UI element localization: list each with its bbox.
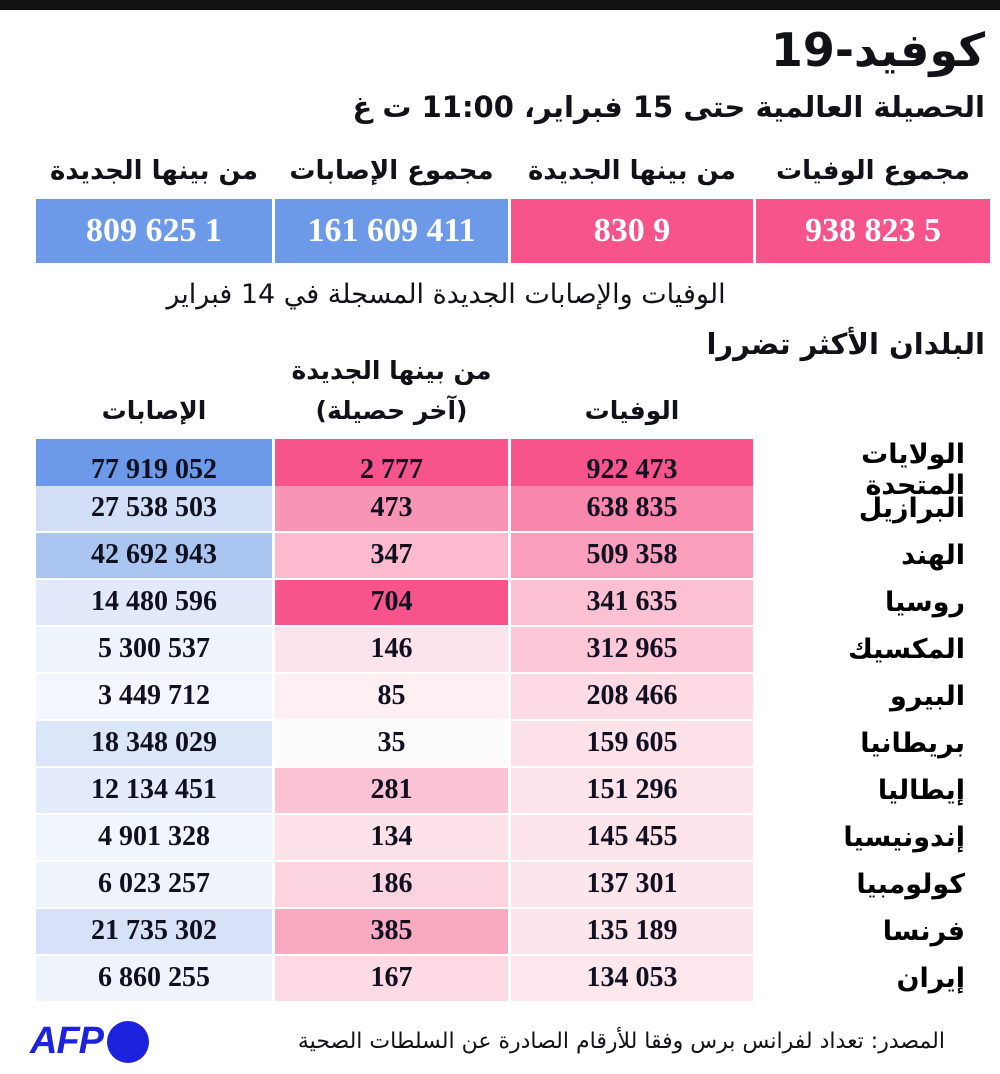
column-header-infections: الإصابات — [101, 395, 207, 425]
deaths-cell: 135 189 — [511, 908, 753, 954]
deaths-cell: 134 053 — [511, 955, 753, 1001]
new-cases-cell: 704 — [275, 579, 508, 625]
deaths-cell: 341 635 — [511, 579, 753, 625]
table-row: إيران 134 053 167 6 860 255 — [36, 955, 985, 1001]
afp-logo-text: AFP — [30, 1020, 104, 1063]
summary-value-row: 5 823 938 9 830 411 609 161 1 625 809 — [36, 198, 990, 263]
table-row: إيطاليا 151 296 281 12 134 451 — [36, 767, 985, 813]
infections-cell: 6 023 257 — [36, 861, 272, 907]
countries-table: الولايات المتحدة 922 473 2 777 77 919 05… — [36, 438, 985, 1001]
summary-total-deaths-value: 5 823 938 — [756, 198, 990, 263]
infections-cell: 3 449 712 — [36, 673, 272, 719]
infections-cell: 12 134 451 — [36, 767, 272, 813]
new-cases-cell: 134 — [275, 814, 508, 860]
infections-cell: 21 735 302 — [36, 908, 272, 954]
summary-new-deaths-value: 9 830 — [511, 198, 753, 263]
country-name: الهند — [901, 539, 965, 571]
afp-circle-icon — [107, 1020, 149, 1063]
infections-cell: 27 538 503 — [36, 485, 272, 531]
infections-cell: 18 348 029 — [36, 720, 272, 766]
column-header-new-cases: من بينها الجديدة (آخر حصيلة) — [275, 351, 508, 431]
section-title-most-affected: البلدان الأكثر تضررا — [706, 326, 985, 361]
summary-footnote: الوفيات والإصابات الجديدة المسجلة في 14 … — [166, 278, 726, 310]
summary-new-cases-value: 1 625 809 — [36, 198, 272, 263]
deaths-cell: 208 466 — [511, 673, 753, 719]
infections-cell: 5 300 537 — [36, 626, 272, 672]
new-cases-cell: 473 — [275, 485, 508, 531]
infections-cell: 42 692 943 — [36, 532, 272, 578]
page-subtitle: الحصيلة العالمية حتى 15 فبراير، 11:00 ت … — [352, 89, 985, 124]
table-row: إندونيسيا 145 455 134 4 901 328 — [36, 814, 985, 860]
footer: المصدر: تعداد لفرانس برس وفقا للأرقام ال… — [0, 1017, 1000, 1067]
table-row: البيرو 208 466 85 3 449 712 — [36, 673, 985, 719]
country-name: كولومبيا — [856, 868, 965, 900]
column-header-new-cases-line2: (آخر حصيلة) — [315, 395, 468, 425]
new-cases-cell: 281 — [275, 767, 508, 813]
deaths-cell: 159 605 — [511, 720, 753, 766]
deaths-cell: 509 358 — [511, 532, 753, 578]
new-cases-cell: 186 — [275, 861, 508, 907]
deaths-cell: 312 965 — [511, 626, 753, 672]
table-row: فرنسا 135 189 385 21 735 302 — [36, 908, 985, 954]
infections-cell: 6 860 255 — [36, 955, 272, 1001]
summary-header-new-cases: من بينها الجديدة — [49, 155, 259, 186]
summary-total-cases-value: 411 609 161 — [275, 198, 508, 263]
country-name: فرنسا — [882, 915, 965, 947]
country-name: إيطاليا — [877, 774, 965, 806]
country-name: المكسيك — [848, 633, 965, 665]
country-name: إيران — [896, 962, 966, 994]
table-row: بريطانيا 159 605 35 18 348 029 — [36, 720, 985, 766]
new-cases-cell: 385 — [275, 908, 508, 954]
deaths-cell: 151 296 — [511, 767, 753, 813]
table-row: الهند 509 358 347 42 692 943 — [36, 532, 985, 578]
column-header-deaths: الوفيات — [584, 395, 680, 425]
infections-cell: 4 901 328 — [36, 814, 272, 860]
summary-header-total-cases: مجموع الإصابات — [289, 155, 494, 186]
source-text: المصدر: تعداد لفرانس برس وفقا للأرقام ال… — [297, 1029, 945, 1055]
summary-header-total-deaths: مجموع الوفيات — [776, 155, 970, 186]
country-name: بريطانيا — [860, 727, 965, 759]
table-row: روسيا 341 635 704 14 480 596 — [36, 579, 985, 625]
country-name: إندونيسيا — [843, 821, 965, 853]
table-row: الولايات المتحدة 922 473 2 777 77 919 05… — [36, 438, 985, 501]
table-row: البرازيل 638 835 473 27 538 503 — [36, 485, 985, 531]
new-cases-cell: 85 — [275, 673, 508, 719]
country-name: البيرو — [889, 680, 965, 712]
deaths-cell: 638 835 — [511, 485, 753, 531]
table-row: المكسيك 312 965 146 5 300 537 — [36, 626, 985, 672]
new-cases-cell: 347 — [275, 532, 508, 578]
table-row: كولومبيا 137 301 186 6 023 257 — [36, 861, 985, 907]
country-name: البرازيل — [858, 492, 965, 524]
country-name: الولايات المتحدة — [861, 438, 965, 501]
new-cases-cell: 167 — [275, 955, 508, 1001]
summary-header-new-deaths: من بينها الجديدة — [527, 155, 737, 186]
page-title: كوفيد-19 — [770, 23, 985, 77]
summary-header-row: مجموع الوفيات من بينها الجديدة مجموع الإ… — [36, 149, 990, 193]
column-header-new-cases-line1: من بينها الجديدة — [291, 355, 492, 385]
country-name: روسيا — [884, 586, 965, 618]
new-cases-cell: 35 — [275, 720, 508, 766]
afp-logo: AFP — [30, 1020, 149, 1063]
new-cases-cell: 146 — [275, 626, 508, 672]
table-header-row: البلدان الأكثر تضررا الوفيات من بينها ال… — [36, 327, 985, 431]
deaths-cell: 145 455 — [511, 814, 753, 860]
deaths-cell: 137 301 — [511, 861, 753, 907]
infections-cell: 14 480 596 — [36, 579, 272, 625]
top-black-bar — [0, 0, 1000, 10]
